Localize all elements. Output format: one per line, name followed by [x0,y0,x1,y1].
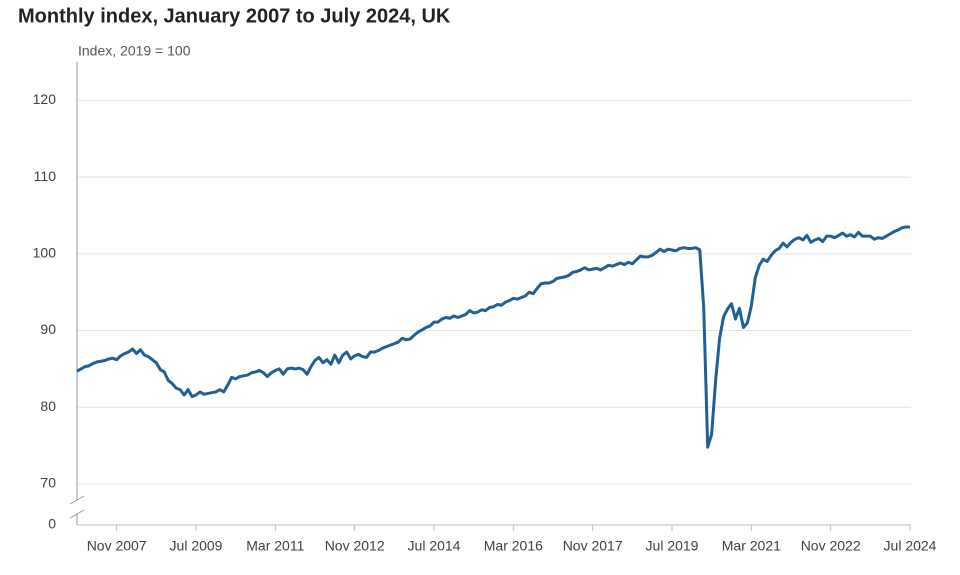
y-tick-label: 70 [40,475,56,491]
y-tick-label: 80 [40,398,56,414]
x-tick-label: Mar 2016 [484,538,543,554]
y-tick-label: 110 [34,168,57,184]
x-tick-label: Nov 2017 [563,538,623,554]
x-tick-label: Jul 2019 [646,538,699,554]
y-tick-label: 120 [33,91,57,107]
y-tick-label: 90 [40,321,56,337]
x-tick-label: Mar 2011 [246,538,304,554]
x-tick-label: Jul 2024 [884,538,937,554]
y-axis-label: Index, 2019 = 100 [78,43,191,59]
x-tick-label: Nov 2012 [325,538,385,554]
x-tick-label: Mar 2021 [722,538,781,554]
x-tick-label: Nov 2022 [801,538,861,554]
data-line [76,225,910,449]
axis-break [69,509,85,519]
chart-title: Monthly index, January 2007 to July 2024… [18,5,451,27]
y-tick-label: 100 [33,245,57,261]
x-tick-label: Jul 2014 [408,538,461,554]
y-tick-label: 0 [48,516,56,532]
x-tick-label: Jul 2009 [170,538,223,554]
x-tick-label: Nov 2007 [87,538,147,554]
axis-break [69,495,85,505]
